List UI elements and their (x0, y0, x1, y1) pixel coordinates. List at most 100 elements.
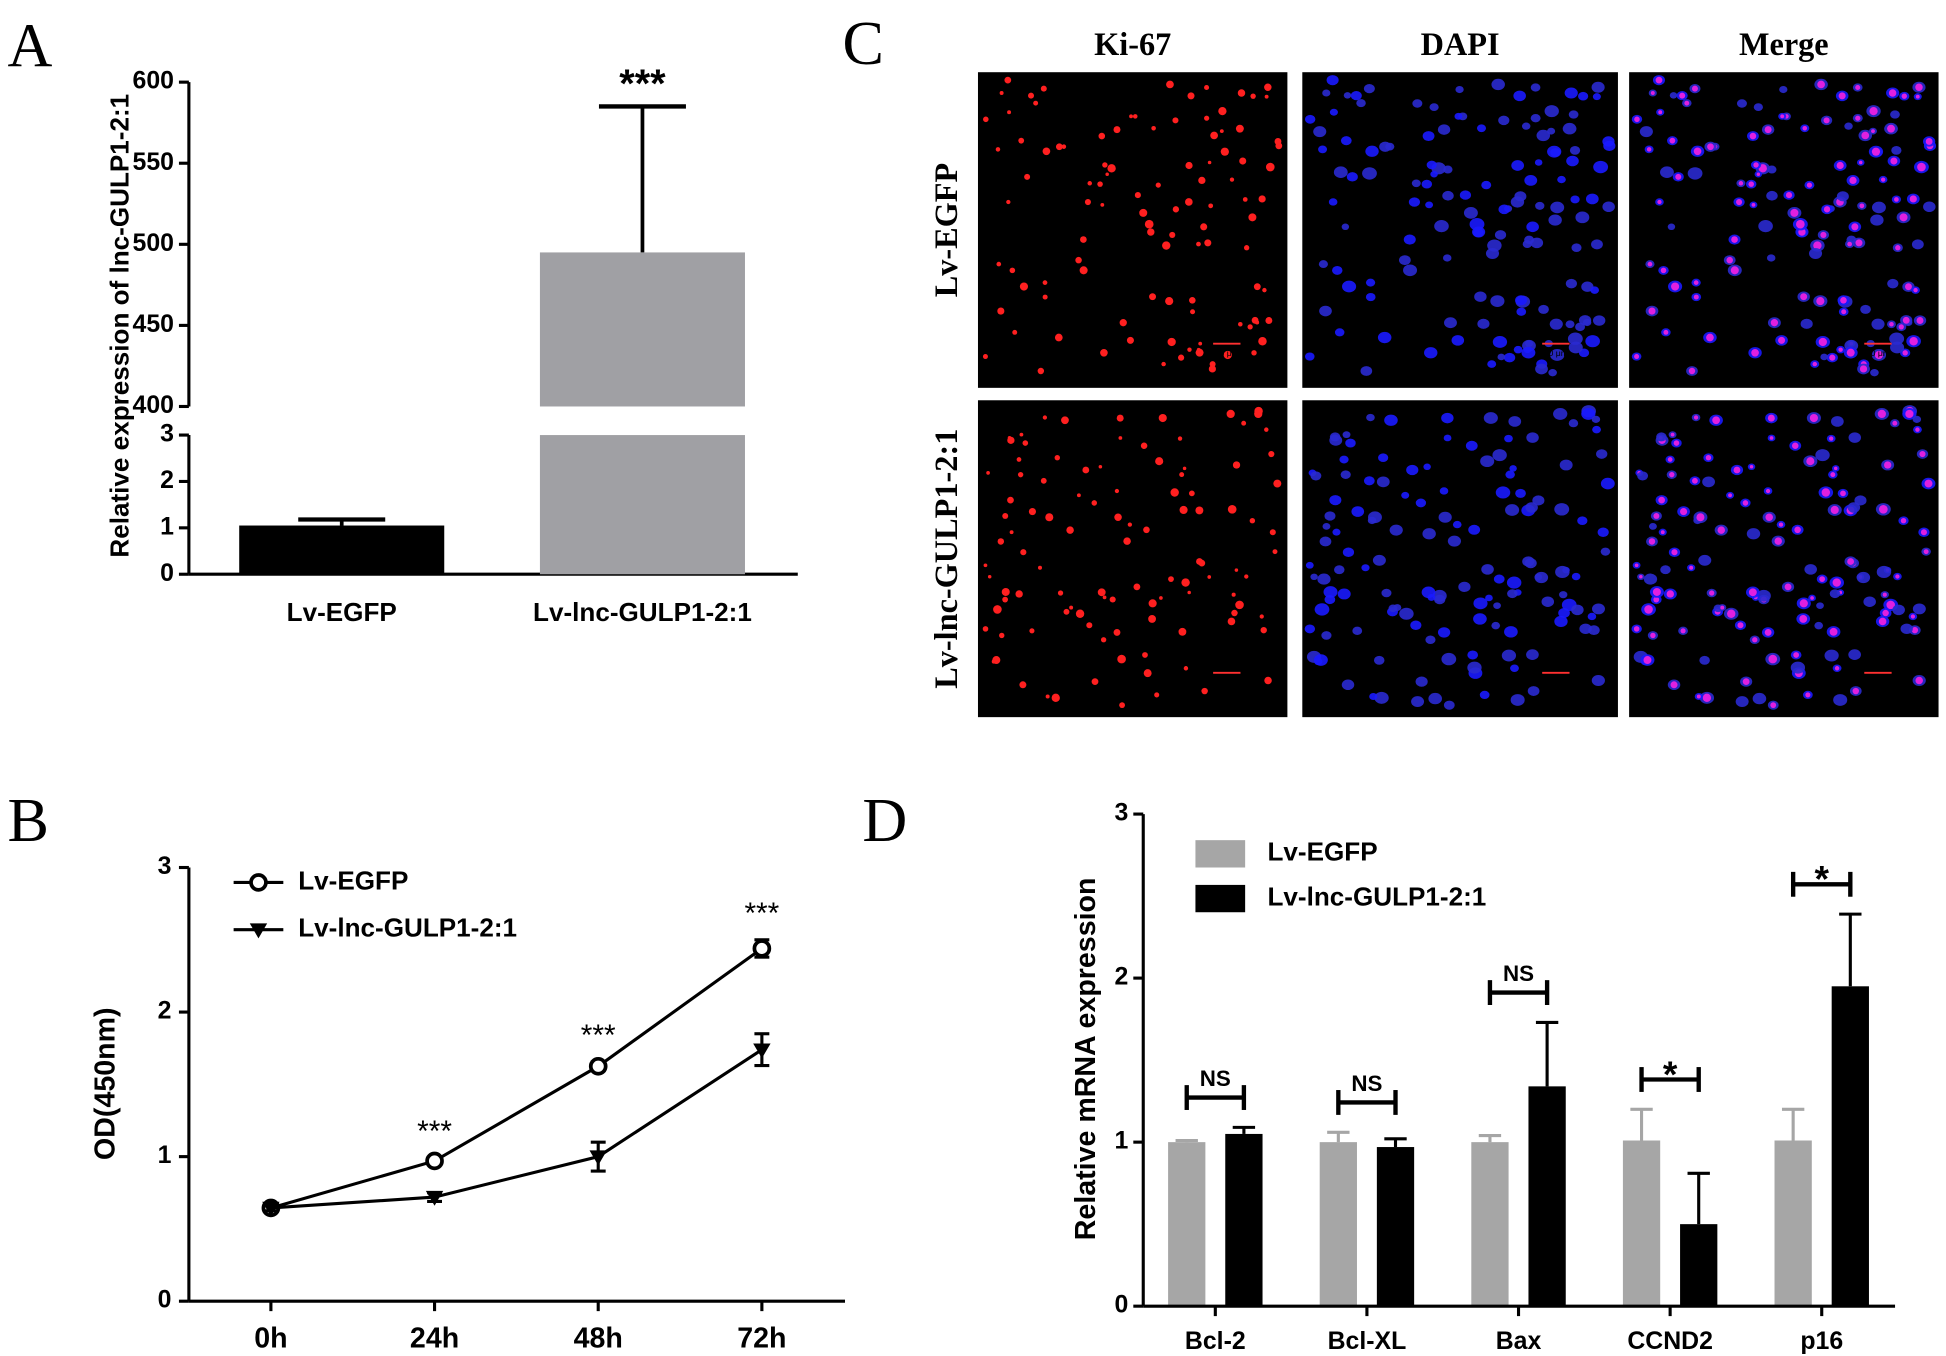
data-point (588, 1056, 608, 1076)
ki67-signal (1114, 488, 1120, 494)
ki67-signal (1170, 488, 1179, 497)
nucleus (1421, 179, 1433, 189)
ki67-signal (1251, 316, 1259, 324)
nucleus (1491, 621, 1501, 630)
micrograph (1302, 400, 1618, 718)
ki67-signal (1829, 436, 1834, 441)
ki67-signal (1127, 522, 1133, 527)
nucleus (1524, 175, 1538, 186)
ki67-signal (1084, 199, 1091, 206)
nucleus (1318, 145, 1328, 154)
series-line (270, 1048, 763, 1210)
bar (239, 525, 445, 575)
ki67-signal (1226, 409, 1235, 419)
panel-letter: A (7, 13, 52, 81)
ki67-signal (1902, 316, 1910, 324)
ki67-signal (1702, 693, 1712, 702)
ki67-signal (1198, 341, 1203, 346)
nucleus (1505, 470, 1515, 479)
ki67-signal (1113, 126, 1121, 134)
ki67-signal (1816, 297, 1825, 306)
x-tick-label: p16 (1800, 1328, 1843, 1355)
ki67-signal (1892, 420, 1898, 426)
ki67-signal (1696, 513, 1705, 522)
ki67-signal (1264, 676, 1272, 685)
nucleus (1507, 589, 1518, 599)
ki67-signal (1118, 436, 1123, 440)
nucleus (1515, 295, 1527, 306)
nucleus (1892, 604, 1905, 616)
ki67-signal (1646, 147, 1652, 152)
nucleus (1565, 278, 1577, 289)
nucleus (1442, 254, 1452, 262)
ki67-signal (1769, 436, 1774, 440)
legend-label: Lv-lnc-GULP1-2:1 (1268, 881, 1487, 911)
nucleus (1808, 248, 1823, 259)
nucleus (1568, 341, 1583, 354)
nucleus (1481, 564, 1494, 575)
ki67-signal (1119, 702, 1125, 709)
ki67-signal (1082, 466, 1090, 474)
ki67-signal (1045, 694, 1050, 699)
ki67-signal (1207, 160, 1212, 165)
legend-marker (249, 923, 268, 939)
nucleus (1365, 145, 1379, 157)
nucleus (1485, 594, 1493, 602)
ki67-signal (1707, 143, 1714, 151)
nucleus (1581, 407, 1596, 420)
ki67-signal (1717, 526, 1726, 534)
ki67-signal (982, 626, 989, 632)
nucleus (1602, 201, 1615, 212)
nucleus (1591, 81, 1605, 93)
nucleus (1438, 511, 1452, 523)
nucleus (1579, 623, 1592, 634)
ki67-signal (1915, 427, 1920, 432)
column-title: Ki-67 (1094, 26, 1171, 62)
ki67-signal (1748, 588, 1757, 597)
bar (1376, 1147, 1415, 1307)
nucleus (1326, 75, 1339, 86)
y-tick-label: 2 (158, 998, 172, 1025)
ki67-signal (1231, 609, 1238, 617)
ki67-signal (1669, 137, 1676, 144)
ki67-signal (1100, 202, 1105, 207)
ki67-signal (1227, 617, 1236, 626)
ki67-signal (1909, 195, 1917, 203)
ki67-signal (1871, 129, 1875, 134)
nucleus (1591, 674, 1605, 687)
nucleus (1752, 692, 1767, 705)
nucleus (1506, 576, 1522, 589)
nucleus (1361, 564, 1370, 572)
y-axis-label: Relative expression of lnc-GULP1-2:1 (105, 94, 135, 558)
ki67-signal (1889, 321, 1894, 327)
ki67-signal (1706, 333, 1714, 342)
ki67-signal (1269, 529, 1276, 536)
ki67-signal (1107, 164, 1116, 173)
nucleus (1321, 631, 1332, 640)
ki67-signal (1237, 89, 1246, 97)
ki67-signal (1178, 627, 1187, 636)
ki67-signal (1684, 100, 1690, 106)
ki67-signal (1841, 309, 1847, 315)
ki67-signal (1830, 472, 1836, 478)
nucleus (1505, 504, 1520, 516)
nucleus (1479, 690, 1490, 700)
significance: * (1814, 858, 1829, 900)
ki67-signal (1007, 496, 1014, 504)
ki67-signal (1770, 702, 1777, 709)
nucleus (1384, 414, 1398, 426)
significance: *** (417, 1115, 452, 1148)
nucleus (1367, 511, 1382, 524)
ki67-signal (1148, 599, 1157, 608)
nucleus (1766, 190, 1778, 201)
ki67-signal (1196, 558, 1203, 565)
significance: NS (1200, 1066, 1231, 1091)
nucleus (1304, 624, 1316, 634)
ki67-signal (1653, 596, 1660, 603)
ki67-signal (1143, 526, 1150, 534)
ki67-signal (1234, 568, 1239, 572)
ki67-signal (1785, 192, 1793, 199)
nucleus (1334, 565, 1345, 575)
nucleus (1600, 547, 1611, 556)
nucleus (1508, 416, 1522, 427)
